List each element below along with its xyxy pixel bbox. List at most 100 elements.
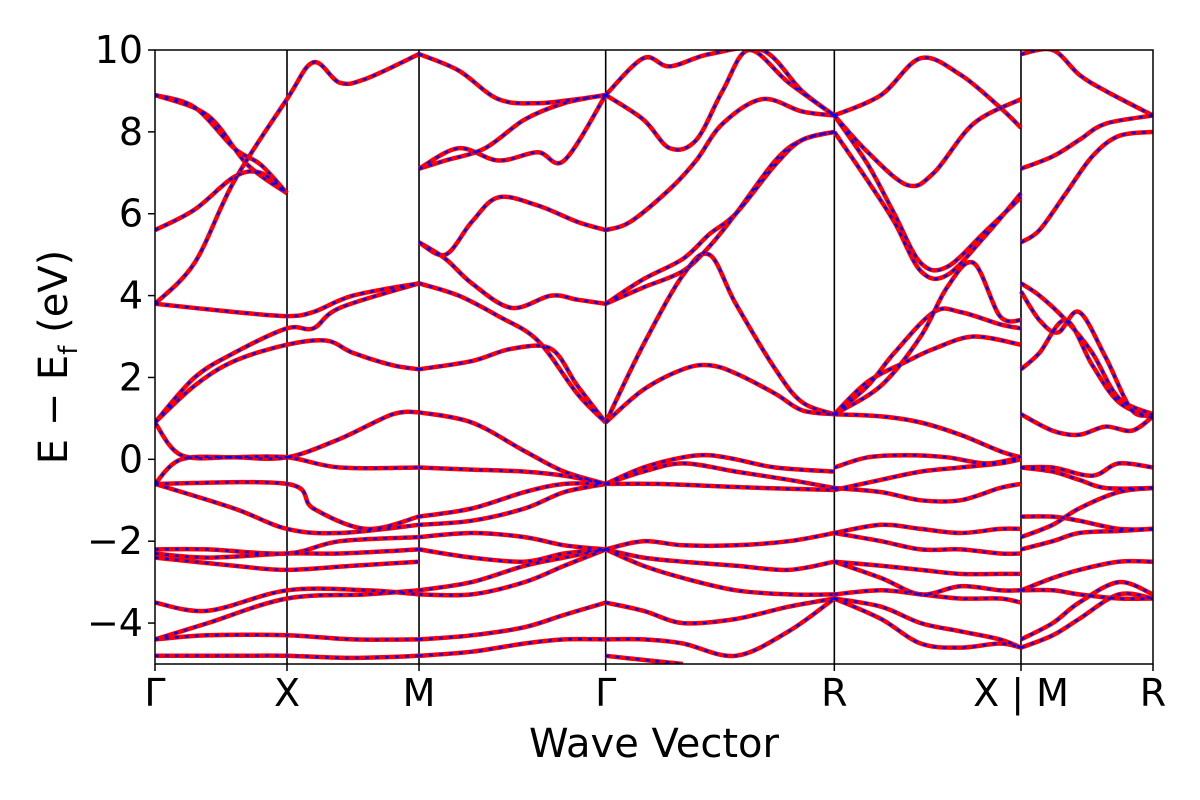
- band-line-dashed-16: [155, 633, 420, 641]
- band-line-44: [605, 481, 835, 493]
- band-line-21: [417, 194, 607, 258]
- y-tick-label-3: 2: [119, 355, 143, 399]
- band-line-dashed-52: [833, 56, 1022, 129]
- band-line-10: [155, 481, 420, 536]
- band-line-dashed-81: [1020, 559, 1153, 592]
- y-axis-title-subscript: f: [54, 345, 84, 355]
- y-tick-label-4: 4: [119, 274, 143, 318]
- y-tick-label-0: −4: [87, 601, 143, 645]
- band-line-dashed-19: [418, 93, 606, 170]
- band-line-dashed-66: [834, 589, 1022, 604]
- band-line-74: [1019, 317, 1153, 421]
- band-line-dashed-28: [418, 482, 606, 527]
- band-line-dashed-21: [418, 195, 607, 257]
- band-line-dashed-38: [605, 130, 835, 305]
- band-line-dashed-48: [605, 597, 835, 625]
- band-line-68: [833, 596, 1022, 650]
- band-line-dashed-44: [605, 482, 835, 492]
- y-tick-label-6: 8: [119, 110, 143, 154]
- band-line-41: [604, 362, 835, 425]
- band-line-18: [418, 52, 607, 106]
- band-line-50: [605, 653, 684, 664]
- band-line-46: [605, 547, 835, 573]
- band-line-dashed-42: [605, 453, 835, 486]
- band-line-29: [418, 530, 606, 552]
- band-line-48: [605, 596, 835, 626]
- band-line-45: [605, 530, 835, 552]
- band-line-14: [155, 586, 420, 614]
- band-line-dashed-13: [155, 556, 420, 572]
- band-line-32: [418, 547, 607, 598]
- y-tick-label-1: −2: [87, 519, 143, 563]
- band-line-53: [832, 114, 1023, 273]
- band-line-23: [418, 281, 608, 425]
- x-axis-title: Wave Vector: [529, 721, 780, 767]
- y-tick-label-7: 10: [95, 28, 143, 72]
- band-line-dashed-27: [418, 482, 606, 518]
- band-line-dashed-18: [418, 52, 606, 105]
- band-line-49: [605, 596, 836, 659]
- x-tick-label-4: R: [821, 671, 847, 715]
- band-line-36: [604, 50, 836, 152]
- band-line-dashed-15: [155, 589, 420, 641]
- band-line-71: [1019, 129, 1153, 245]
- band-line-dashed-79: [1020, 486, 1153, 539]
- band-line-dashed-75: [1020, 413, 1153, 437]
- band-line-57: [834, 412, 1022, 460]
- band-line-dashed-53: [833, 114, 1022, 272]
- band-line-51: [832, 97, 1023, 189]
- band-line-dashed-84: [1020, 592, 1153, 649]
- band-line-37: [604, 96, 835, 233]
- x-tick-label-0: Γ: [144, 671, 165, 715]
- band-line-dashed-62: [834, 523, 1022, 535]
- band-line-38: [604, 129, 835, 306]
- band-line-dashed-56: [833, 260, 1022, 416]
- band-line-dashed-59: [833, 453, 1022, 469]
- x-tick-label-6: R: [1140, 671, 1166, 715]
- band-line-26: [418, 465, 607, 487]
- band-line-dashed-82: [1020, 588, 1153, 601]
- band-line-dashed-2: [155, 170, 288, 232]
- y-axis-title-main: E − E: [31, 355, 77, 465]
- y-axis-title: E − Ef (eV): [31, 250, 84, 465]
- band-line-dashed-64: [834, 560, 1021, 576]
- x-tick-label-2: M: [403, 671, 436, 715]
- y-axis-ticks: −4 −2 0 2 4 6 8 10: [87, 28, 155, 645]
- band-line-dashed-22: [418, 241, 606, 310]
- band-line-dashed-55: [833, 307, 1022, 416]
- band-line-dashed-58: [833, 335, 1022, 416]
- band-line-dashed-20: [418, 94, 607, 170]
- band-line-dashed-3: [155, 52, 420, 305]
- band-line-dashed-33: [418, 601, 607, 641]
- y-tick-label-2: 0: [119, 437, 143, 481]
- band-line-dashed-74: [1020, 318, 1153, 420]
- band-line-dashed-77: [1020, 461, 1153, 477]
- band-line-dashed-67: [834, 597, 1022, 649]
- band-line-33: [418, 600, 607, 642]
- band-line-dashed-49: [605, 597, 836, 658]
- x-tick-label-1: X: [274, 671, 300, 715]
- band-line-dashed-57: [834, 413, 1022, 459]
- band-line-35: [604, 50, 836, 118]
- band-line-dashed-35: [604, 50, 836, 117]
- band-line-83: [1019, 579, 1153, 642]
- band-line-dashed-7: [155, 410, 420, 460]
- band-line-dashed-30: [418, 548, 606, 564]
- band-line-69: [1020, 50, 1153, 118]
- band-line-dashed-65: [833, 560, 1022, 596]
- band-line-39: [604, 129, 835, 306]
- band-line-dashed-8: [155, 455, 420, 485]
- band-line-dashed-80: [1020, 527, 1153, 551]
- band-line-dashed-54: [833, 131, 1022, 281]
- band-line-dashed-71: [1020, 130, 1153, 244]
- band-line-63: [833, 530, 1022, 557]
- bands-blue-layer: [155, 50, 1153, 664]
- band-line-34: [418, 636, 606, 659]
- band-line-1: [155, 92, 289, 196]
- band-line-dashed-61: [834, 458, 1022, 492]
- band-line-dashed-12: [155, 548, 420, 559]
- bands-red-layer: [155, 50, 1153, 664]
- band-line-dashed-5: [155, 282, 420, 424]
- band-line-dashed-76: [1020, 466, 1153, 490]
